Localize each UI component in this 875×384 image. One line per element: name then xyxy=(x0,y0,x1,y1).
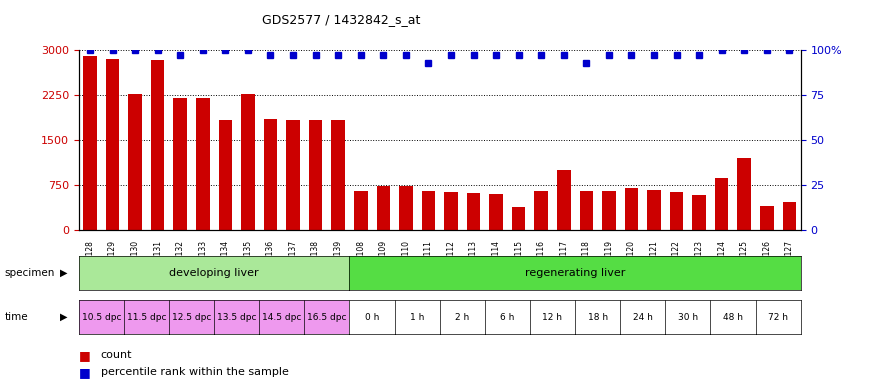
Bar xyxy=(129,94,142,230)
Text: 6 h: 6 h xyxy=(500,313,514,322)
Bar xyxy=(196,98,210,230)
Bar xyxy=(286,120,300,230)
Bar xyxy=(173,98,187,230)
Text: ■: ■ xyxy=(79,366,90,379)
Text: 18 h: 18 h xyxy=(587,313,607,322)
Bar xyxy=(309,120,322,230)
Bar xyxy=(219,120,232,230)
Bar xyxy=(263,119,277,230)
Text: 1 h: 1 h xyxy=(410,313,424,322)
Text: regenerating liver: regenerating liver xyxy=(525,268,626,278)
Bar xyxy=(83,56,97,230)
Text: 72 h: 72 h xyxy=(768,313,788,322)
Text: 11.5 dpc: 11.5 dpc xyxy=(127,313,166,322)
Text: ▶: ▶ xyxy=(60,312,67,322)
Bar xyxy=(715,178,728,230)
Text: specimen: specimen xyxy=(4,268,55,278)
Text: 14.5 dpc: 14.5 dpc xyxy=(262,313,302,322)
Text: time: time xyxy=(4,312,28,322)
Text: 12.5 dpc: 12.5 dpc xyxy=(172,313,211,322)
Text: GDS2577 / 1432842_s_at: GDS2577 / 1432842_s_at xyxy=(262,13,421,26)
Text: 16.5 dpc: 16.5 dpc xyxy=(307,313,347,322)
Bar xyxy=(512,207,525,230)
Text: percentile rank within the sample: percentile rank within the sample xyxy=(101,367,289,377)
Bar xyxy=(422,191,435,230)
Bar xyxy=(535,191,548,230)
Bar xyxy=(489,194,503,230)
Text: developing liver: developing liver xyxy=(169,268,259,278)
Bar xyxy=(376,187,390,230)
Text: count: count xyxy=(101,350,132,360)
Bar xyxy=(399,187,413,230)
Bar xyxy=(692,195,706,230)
Bar xyxy=(648,190,661,230)
Text: 24 h: 24 h xyxy=(633,313,653,322)
Bar xyxy=(242,94,255,230)
Bar xyxy=(669,192,683,230)
Text: 0 h: 0 h xyxy=(365,313,379,322)
Bar xyxy=(602,191,616,230)
Bar xyxy=(782,202,796,230)
Bar xyxy=(760,206,774,230)
Text: 30 h: 30 h xyxy=(678,313,698,322)
Bar xyxy=(332,120,345,230)
Bar xyxy=(151,60,164,230)
Bar xyxy=(466,193,480,230)
Text: 48 h: 48 h xyxy=(723,313,743,322)
Text: ▶: ▶ xyxy=(60,268,67,278)
Bar xyxy=(579,191,593,230)
Bar xyxy=(738,158,751,230)
Text: ■: ■ xyxy=(79,349,90,362)
Text: 13.5 dpc: 13.5 dpc xyxy=(217,313,256,322)
Bar xyxy=(354,191,367,230)
Bar xyxy=(625,188,638,230)
Bar xyxy=(557,170,570,230)
Text: 2 h: 2 h xyxy=(455,313,469,322)
Bar xyxy=(106,59,119,230)
Bar xyxy=(444,192,458,230)
Text: 12 h: 12 h xyxy=(542,313,563,322)
Text: 10.5 dpc: 10.5 dpc xyxy=(81,313,121,322)
